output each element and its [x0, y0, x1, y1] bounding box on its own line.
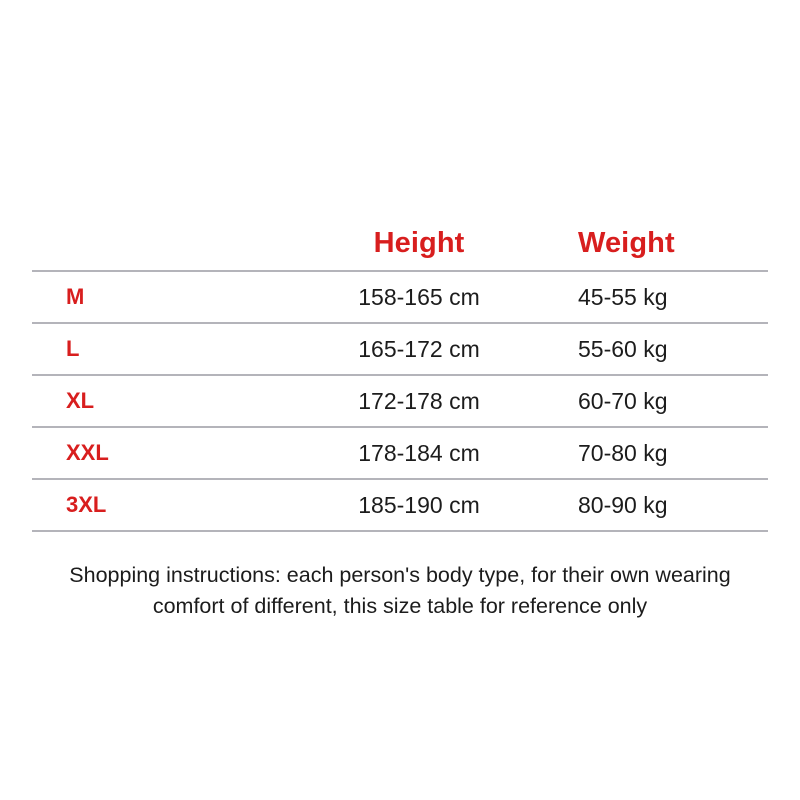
table-row: XL 172-178 cm 60-70 kg	[32, 375, 768, 429]
weight-value: 70-80 kg	[570, 427, 768, 481]
size-label: M	[32, 271, 272, 325]
size-label: XL	[32, 375, 272, 429]
size-table-container: Height Weight M 158-165 cm 45-55 kg L 16…	[0, 228, 800, 533]
column-header-height: Height	[272, 228, 570, 273]
height-value: 185-190 cm	[272, 479, 570, 533]
size-label: 3XL	[32, 479, 272, 533]
size-label: XXL	[32, 427, 272, 481]
column-header-weight: Weight	[570, 228, 768, 273]
table-header: Height Weight	[32, 228, 768, 273]
size-table: Height Weight M 158-165 cm 45-55 kg L 16…	[32, 228, 768, 533]
note-line-2: comfort of different, this size table fo…	[152, 594, 648, 618]
weight-value: 80-90 kg	[570, 479, 768, 533]
height-value: 165-172 cm	[272, 323, 570, 377]
table-row: XXL 178-184 cm 70-80 kg	[32, 427, 768, 481]
weight-value: 45-55 kg	[570, 271, 768, 325]
table-row: 3XL 185-190 cm 80-90 kg	[32, 479, 768, 533]
height-value: 158-165 cm	[272, 271, 570, 325]
size-label: L	[32, 323, 272, 377]
header-row: Height Weight	[32, 228, 768, 273]
height-value: 172-178 cm	[272, 375, 570, 429]
weight-value: 55-60 kg	[570, 323, 768, 377]
note-line-1: Shopping instructions: each person's bod…	[69, 563, 731, 587]
table-row: M 158-165 cm 45-55 kg	[32, 271, 768, 325]
column-header-size	[32, 228, 272, 273]
shopping-instructions-note: Shopping instructions: each person's bod…	[30, 560, 770, 622]
table-row: L 165-172 cm 55-60 kg	[32, 323, 768, 377]
height-value: 178-184 cm	[272, 427, 570, 481]
table-body: M 158-165 cm 45-55 kg L 165-172 cm 55-60…	[32, 271, 768, 533]
weight-value: 60-70 kg	[570, 375, 768, 429]
